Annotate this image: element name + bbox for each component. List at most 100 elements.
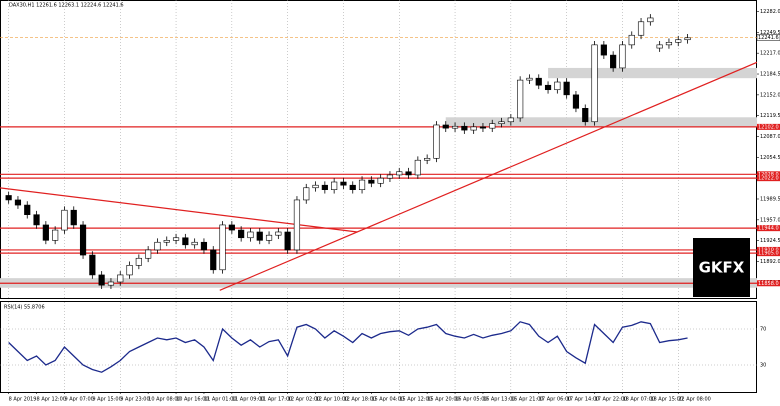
- candle-body: [154, 241, 161, 251]
- candle-body: [665, 41, 673, 46]
- candle-body: [386, 174, 394, 179]
- candle-body: [479, 126, 487, 129]
- candle-body: [619, 44, 626, 69]
- candle-body: [182, 237, 189, 246]
- x-tick-label: 15 Apr 04:00: [371, 397, 404, 403]
- plot: [0, 0, 757, 298]
- candle-body: [377, 177, 384, 184]
- candle-body: [126, 265, 133, 276]
- level-label: 12102.0: [758, 124, 779, 130]
- logo-box: [693, 238, 750, 297]
- candle-body: [554, 81, 561, 91]
- candle-body: [582, 108, 589, 123]
- candle-body: [498, 121, 505, 124]
- level-label-box: [757, 250, 780, 257]
- level-label: 11858.0: [758, 281, 779, 287]
- level-label-box: [757, 171, 780, 178]
- x-tick-label: 15 Apr 20:00: [427, 397, 460, 403]
- x-tick-label: 9 Apr 23:00: [120, 397, 149, 403]
- candle-body: [684, 37, 691, 41]
- candle-body: [275, 231, 282, 236]
- candle-body: [507, 117, 514, 123]
- candle-body: [405, 171, 412, 176]
- zone: [445, 117, 757, 127]
- x-tick-label: 17 Apr 14:00: [567, 397, 600, 403]
- candle-body: [526, 77, 533, 81]
- rsi-line: [8, 321, 688, 373]
- candle-body: [70, 209, 77, 226]
- candle-body: [331, 181, 338, 190]
- candle-body: [135, 257, 142, 266]
- candle-body: [563, 81, 570, 96]
- y-tick-label: 12087.0: [760, 134, 780, 140]
- candle-body: [424, 157, 431, 161]
- candle-body: [247, 231, 254, 239]
- candle-body: [79, 224, 87, 256]
- candle-body: [572, 94, 580, 109]
- candle-body: [228, 224, 235, 231]
- candle-body: [107, 281, 115, 286]
- x-tick-label: 9 Apr 15:00: [92, 397, 121, 403]
- candle-body: [163, 240, 170, 243]
- candle-body: [172, 237, 180, 241]
- candle-body: [33, 214, 40, 226]
- candle-body: [461, 125, 468, 131]
- candle-body: [303, 187, 310, 201]
- candle-body: [321, 184, 328, 190]
- candle-body: [52, 229, 59, 241]
- candle-body: [200, 241, 208, 251]
- candle-body: [219, 224, 226, 271]
- trendline: [219, 61, 757, 291]
- candle-body: [349, 184, 356, 190]
- x-tick-label: 9 Apr 07:00: [64, 397, 93, 403]
- candle-body: [489, 123, 496, 129]
- x-tick-label: 12 Apr 18:00: [343, 397, 376, 403]
- chart-title: DAX30,H1 12261.6 12263.1 12224.6 12241.6: [9, 3, 124, 9]
- candle-body: [442, 124, 449, 129]
- x-tick-label: 18 Apr 15:00: [650, 397, 683, 403]
- y-tick-label: 11892.0: [760, 259, 780, 265]
- candle-body: [358, 179, 366, 190]
- candle-body: [637, 21, 645, 36]
- candle-body: [145, 249, 152, 259]
- x-tick-label: 10 Apr 08:00: [148, 397, 181, 403]
- level-label-box: [757, 123, 780, 130]
- rsi-pane: [0, 301, 757, 393]
- candle-body: [675, 39, 682, 43]
- candle-body: [414, 159, 421, 176]
- level-label-box: [757, 175, 780, 182]
- candle-body: [89, 254, 96, 276]
- y-tick-label: 12249.5: [760, 30, 780, 36]
- x-tick-label: 12 Apr 02:00: [288, 397, 321, 403]
- x-tick-label: 22 Apr 08:00: [678, 397, 711, 403]
- candle-body: [517, 79, 524, 119]
- x-tick-label: 16 Apr 13:00: [483, 397, 516, 403]
- level-label: 11944.0: [758, 226, 779, 232]
- candle-body: [544, 84, 552, 91]
- y-tick-label: 12119.5: [760, 113, 780, 119]
- y-tick-label: 11924.5: [760, 238, 780, 244]
- candle-body: [256, 231, 263, 241]
- x-tick-label: 11 Apr 09:00: [232, 397, 265, 403]
- level-label: 12028.0: [758, 172, 779, 178]
- candle-body: [340, 181, 347, 186]
- candle-body: [284, 231, 291, 251]
- rsi-title: RSI(14) 55.8706: [4, 305, 45, 311]
- candle-body: [610, 54, 617, 69]
- x-tick-label: 8 Apr 12:00: [37, 397, 66, 403]
- x-tick-label: 10 Apr 16:00: [176, 397, 209, 403]
- zone: [548, 67, 757, 79]
- candle-body: [470, 126, 477, 131]
- candle-body: [433, 124, 440, 159]
- level-label: 11905.0: [758, 251, 779, 257]
- candle-body: [535, 77, 542, 86]
- y-tick-label: 12184.5: [760, 72, 780, 78]
- candle-body: [647, 17, 654, 23]
- candle-body: [61, 209, 68, 231]
- main-pane: [0, 0, 757, 299]
- candle-body: [210, 249, 217, 271]
- y-tick-label: 12217.0: [760, 51, 780, 57]
- y-tick-label: 12282.0: [760, 9, 780, 15]
- y-tick-label: 11957.0: [760, 217, 780, 223]
